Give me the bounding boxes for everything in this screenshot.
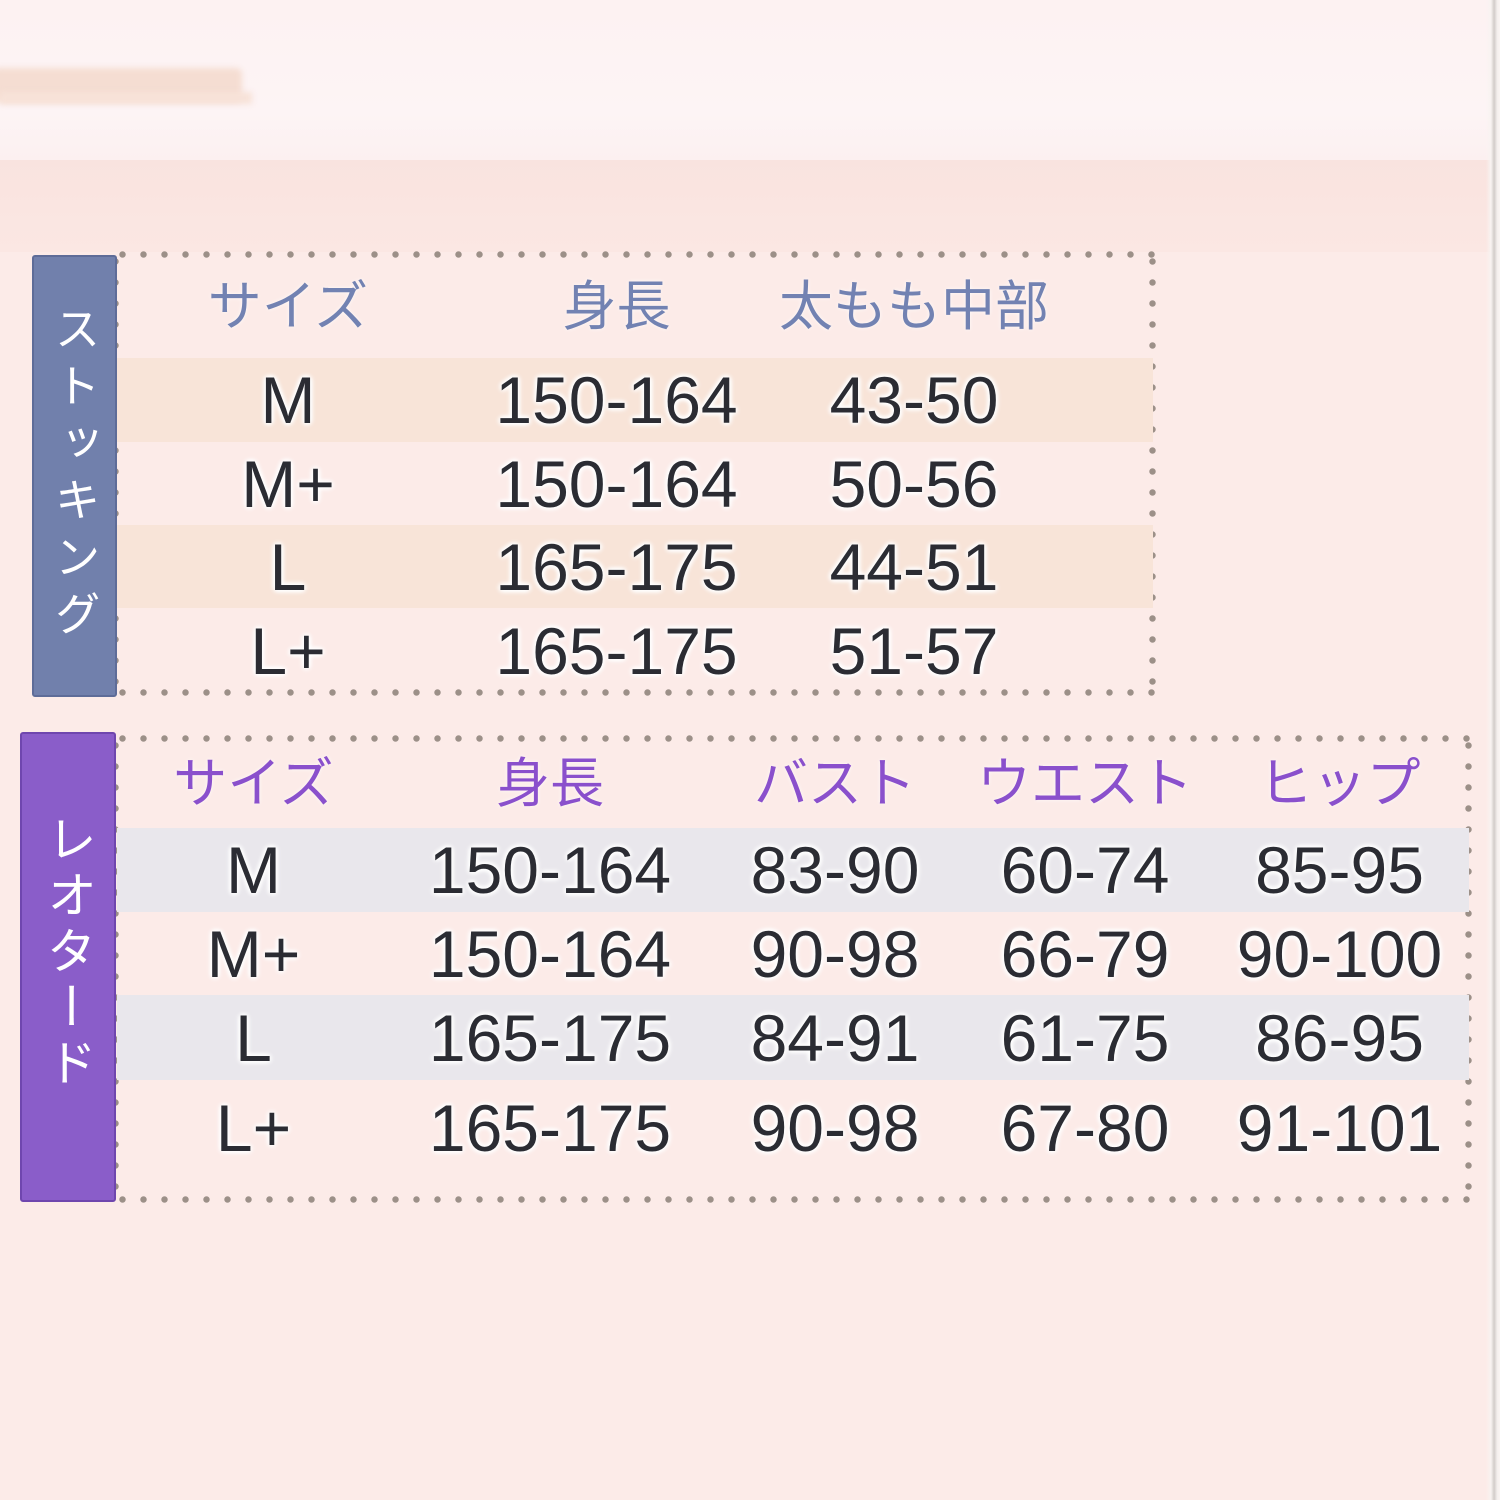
hip-cell: 91-101 [1236,1091,1443,1165]
stockings-dotted-border-right [1149,251,1156,696]
bust-cell: 84-91 [710,995,960,1080]
leotard-header-waist: ウエスト [977,753,1193,814]
stockings-dotted-border-bottom [112,689,1156,696]
table-row: M+ 150-164 90-98 66-79 90-100 [117,912,1469,995]
hip-cell: 85-95 [1210,828,1469,912]
hip-cell: 86-95 [1210,995,1469,1080]
waist-cell: 66-79 [1000,916,1170,991]
pre-table-pink-band [0,160,1500,252]
leotard-header-hip: ヒップ [1258,753,1421,814]
stockings-dotted-border-top [112,251,1156,258]
stockings-header-size: サイズ [207,276,369,337]
size-cell: L+ [250,613,326,688]
height-cell: 165-175 [495,613,738,688]
leotard-header-bust: バスト [754,753,916,814]
top-light-band [0,0,1500,162]
size-cell: M+ [241,446,335,521]
size-cell: M+ [206,916,301,991]
leotard-category-label: レオタード [40,813,96,1093]
height-cell: 150-164 [390,828,710,912]
leotard-dotted-border-bottom [112,1196,1472,1203]
peach-strip-tail-artifact [0,92,252,104]
bust-cell: 90-98 [750,916,920,991]
stockings-size-table: サイズ 身長 太もも中部 M 150-164 43-50 M+ 150-164 … [117,255,1153,693]
thigh-cell: 51-57 [829,613,999,688]
table-row: L 165-175 44-51 [117,525,1153,608]
right-edge-line [1486,0,1500,1500]
table-row: L 165-175 84-91 61-75 86-95 [117,995,1469,1080]
thigh-cell: 43-50 [774,358,1054,442]
leotard-size-table: サイズ 身長 バスト ウエスト ヒップ M 150-164 83-90 60-7… [117,739,1469,1200]
waist-cell: 60-74 [960,828,1210,912]
table-row: L+ 165-175 90-98 67-80 91-101 [117,1080,1469,1176]
leotard-dotted-border-right [1465,735,1472,1203]
leotard-dotted-border-top [112,735,1472,742]
stockings-category-label: ストッキング [48,305,101,647]
stockings-header-thigh: 太もも中部 [779,276,1049,337]
leotard-header-size: サイズ [173,753,334,814]
size-cell: L [117,525,459,608]
stockings-header-height: 身長 [562,276,671,337]
thigh-cell: 44-51 [774,525,1054,608]
stockings-header-filler [1054,255,1153,358]
hip-cell: 90-100 [1236,916,1443,991]
thigh-cell: 50-56 [829,446,999,521]
leotard-header-row: サイズ 身長 バスト ウエスト ヒップ [117,739,1469,828]
height-cell: 150-164 [495,446,738,521]
stockings-category-bar: ストッキング [32,255,117,697]
stockings-header-row: サイズ 身長 太もも中部 [117,255,1153,358]
table-row: M 150-164 43-50 [117,358,1153,442]
bust-cell: 90-98 [750,1091,920,1165]
height-cell: 165-175 [459,525,774,608]
table-row: M+ 150-164 50-56 [117,442,1153,525]
table-bottom-spacer [117,1176,1469,1200]
leotard-header-height: 身長 [496,753,604,814]
height-cell: 165-175 [390,995,710,1080]
bust-cell: 83-90 [710,828,960,912]
size-cell: M [117,828,390,912]
waist-cell: 61-75 [960,995,1210,1080]
size-cell: L [117,995,390,1080]
table-row: M 150-164 83-90 60-74 85-95 [117,828,1469,912]
height-cell: 150-164 [459,358,774,442]
height-cell: 165-175 [428,1091,672,1165]
leotard-category-bar: レオタード [20,732,116,1202]
waist-cell: 67-80 [1000,1091,1170,1165]
table-row: L+ 165-175 51-57 [117,608,1153,693]
size-cell: M [117,358,459,442]
height-cell: 150-164 [428,916,672,991]
size-cell: L+ [215,1091,292,1165]
